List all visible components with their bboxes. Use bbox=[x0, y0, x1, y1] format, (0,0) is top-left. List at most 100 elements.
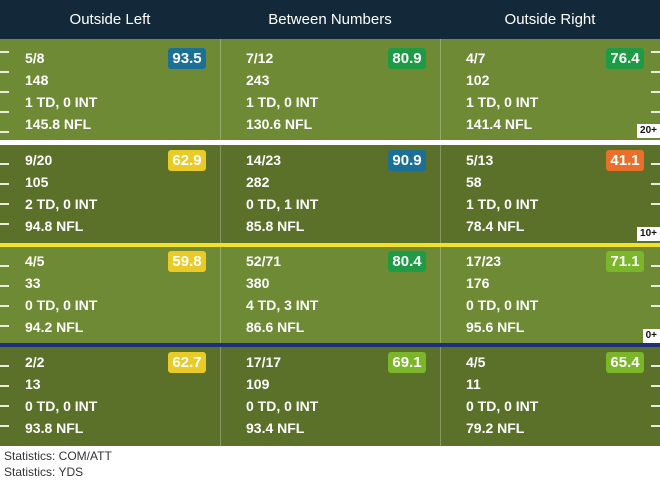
column-header-between-numbers: Between Numbers bbox=[268, 11, 392, 28]
td-int: 0 TD, 0 INT bbox=[25, 398, 98, 414]
zone-cell[interactable]: 14/23 282 0 TD, 1 INT 85.8 NFL 90.9 bbox=[220, 145, 440, 243]
hash-tick bbox=[0, 51, 9, 53]
nfl-rating: 94.8 NFL bbox=[25, 218, 84, 234]
hash-tick bbox=[0, 71, 9, 73]
comp-att: 4/5 bbox=[25, 253, 45, 269]
comp-att: 4/7 bbox=[466, 50, 486, 66]
yards: 33 bbox=[25, 275, 41, 291]
hash-tick bbox=[651, 265, 660, 267]
zone-cell[interactable]: 2/2 13 0 TD, 0 INT 93.8 NFL 62.7 bbox=[0, 347, 220, 446]
comp-att: 4/5 bbox=[466, 354, 486, 370]
grade-badge: 80.9 bbox=[388, 48, 426, 69]
nfl-rating: 94.2 NFL bbox=[25, 319, 84, 335]
hash-tick bbox=[0, 91, 9, 93]
td-int: 2 TD, 0 INT bbox=[25, 196, 98, 212]
td-int: 0 TD, 1 INT bbox=[246, 196, 319, 212]
comp-att: 9/20 bbox=[25, 152, 53, 168]
header-bar: Outside Left Between Numbers Outside Rig… bbox=[0, 0, 660, 39]
comp-att: 2/2 bbox=[25, 354, 45, 370]
grade-badge: 80.4 bbox=[388, 251, 426, 272]
zone-cell[interactable]: 17/23 176 0 TD, 0 INT 95.6 NFL 71.1 bbox=[440, 247, 660, 343]
td-int: 1 TD, 0 INT bbox=[466, 94, 539, 110]
left-hash-marks bbox=[0, 39, 9, 446]
td-int: 1 TD, 0 INT bbox=[25, 94, 98, 110]
hash-tick bbox=[651, 203, 660, 205]
comp-att: 7/12 bbox=[246, 50, 274, 66]
yards: 109 bbox=[246, 376, 270, 392]
yards: 58 bbox=[466, 174, 482, 190]
grade-badge: 41.1 bbox=[606, 150, 644, 171]
hash-tick bbox=[0, 183, 9, 185]
zone-cell[interactable]: 7/12 243 1 TD, 0 INT 130.6 NFL 80.9 bbox=[220, 39, 440, 140]
legend-line-yds: Statistics: YDS bbox=[4, 465, 84, 479]
nfl-rating: 130.6 NFL bbox=[246, 116, 313, 132]
hash-tick bbox=[651, 51, 660, 53]
nfl-rating: 95.6 NFL bbox=[466, 319, 525, 335]
hash-tick bbox=[651, 385, 660, 387]
zone-cell[interactable]: 9/20 105 2 TD, 0 INT 94.8 NFL 62.9 bbox=[0, 145, 220, 243]
hash-tick bbox=[0, 131, 9, 133]
nfl-rating: 93.8 NFL bbox=[25, 420, 84, 436]
hash-tick bbox=[651, 285, 660, 287]
yard-label-0: 0+ bbox=[642, 329, 660, 343]
nfl-rating: 141.4 NFL bbox=[466, 116, 533, 132]
grade-badge: 69.1 bbox=[388, 352, 426, 373]
nfl-rating: 93.4 NFL bbox=[246, 420, 305, 436]
grade-badge: 62.9 bbox=[168, 150, 206, 171]
yards: 102 bbox=[466, 72, 490, 88]
hash-tick bbox=[651, 91, 660, 93]
td-int: 0 TD, 0 INT bbox=[25, 297, 98, 313]
hash-tick bbox=[0, 405, 9, 407]
zone-row-10-plus: 9/20 105 2 TD, 0 INT 94.8 NFL 62.9 14/23… bbox=[0, 145, 660, 243]
zone-cell[interactable]: 5/13 58 1 TD, 0 INT 78.4 NFL 41.1 bbox=[440, 145, 660, 243]
yards: 380 bbox=[246, 275, 270, 291]
zone-cell[interactable]: 4/5 33 0 TD, 0 INT 94.2 NFL 59.8 bbox=[0, 247, 220, 343]
yard-line-white bbox=[0, 140, 660, 145]
comp-att: 5/13 bbox=[466, 152, 494, 168]
yards: 243 bbox=[246, 72, 270, 88]
hash-tick bbox=[0, 203, 9, 205]
legend-line-com-att: Statistics: COM/ATT bbox=[4, 449, 112, 463]
zone-row-20-plus: 5/8 148 1 TD, 0 INT 145.8 NFL 93.5 7/12 … bbox=[0, 39, 660, 140]
grade-badge: 71.1 bbox=[606, 251, 644, 272]
zone-cell[interactable]: 5/8 148 1 TD, 0 INT 145.8 NFL 93.5 bbox=[0, 39, 220, 140]
line-of-scrimmage bbox=[0, 343, 660, 347]
yards: 148 bbox=[25, 72, 49, 88]
yards: 105 bbox=[25, 174, 49, 190]
nfl-rating: 78.4 NFL bbox=[466, 218, 525, 234]
comp-att: 17/23 bbox=[466, 253, 502, 269]
zone-row-0-plus: 4/5 33 0 TD, 0 INT 94.2 NFL 59.8 52/71 3… bbox=[0, 247, 660, 343]
td-int: 1 TD, 0 INT bbox=[246, 94, 319, 110]
grade-badge: 76.4 bbox=[606, 48, 644, 69]
zone-cell[interactable]: 4/5 11 0 TD, 0 INT 79.2 NFL 65.4 bbox=[440, 347, 660, 446]
hash-tick bbox=[651, 71, 660, 73]
yard-label-20: 20+ bbox=[637, 124, 660, 138]
hash-tick bbox=[0, 305, 9, 307]
football-field: 5/8 148 1 TD, 0 INT 145.8 NFL 93.5 7/12 … bbox=[0, 39, 660, 446]
grade-badge: 90.9 bbox=[388, 150, 426, 171]
nfl-rating: 85.8 NFL bbox=[246, 218, 305, 234]
yards: 11 bbox=[466, 376, 481, 392]
hash-tick bbox=[0, 425, 9, 427]
td-int: 0 TD, 0 INT bbox=[466, 398, 539, 414]
hash-tick bbox=[651, 365, 660, 367]
right-hash-marks bbox=[651, 39, 660, 446]
hash-tick bbox=[651, 111, 660, 113]
yard-label-10: 10+ bbox=[637, 227, 660, 241]
grade-badge: 59.8 bbox=[168, 251, 206, 272]
column-header-outside-right: Outside Right bbox=[504, 11, 596, 28]
hash-tick bbox=[0, 365, 9, 367]
yards: 176 bbox=[466, 275, 490, 291]
comp-att: 14/23 bbox=[246, 152, 282, 168]
zone-cell[interactable]: 4/7 102 1 TD, 0 INT 141.4 NFL 76.4 bbox=[440, 39, 660, 140]
comp-att: 52/71 bbox=[246, 253, 282, 269]
zone-cell[interactable]: 17/17 109 0 TD, 0 INT 93.4 NFL 69.1 bbox=[220, 347, 440, 446]
nfl-rating: 86.6 NFL bbox=[246, 319, 305, 335]
nfl-rating: 79.2 NFL bbox=[466, 420, 525, 436]
zone-cell[interactable]: 52/71 380 4 TD, 3 INT 86.6 NFL 80.4 bbox=[220, 247, 440, 343]
hash-tick bbox=[651, 405, 660, 407]
hash-tick bbox=[0, 223, 9, 225]
grade-badge: 62.7 bbox=[168, 352, 206, 373]
yards: 13 bbox=[25, 376, 41, 392]
td-int: 0 TD, 0 INT bbox=[246, 398, 319, 414]
